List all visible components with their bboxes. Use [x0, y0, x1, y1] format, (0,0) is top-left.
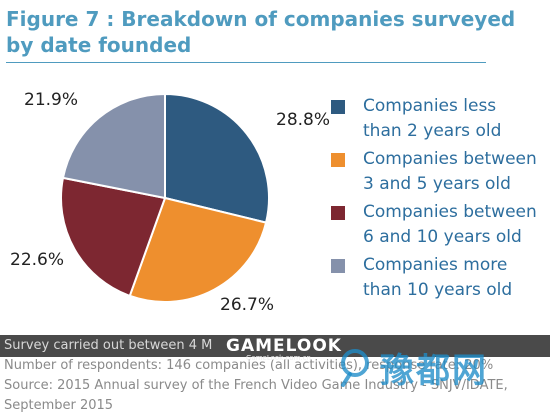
slice-label-0: 28.8% — [276, 110, 331, 130]
legend-label-0: Companies less than 2 years old — [363, 94, 550, 144]
pie-slice-3 — [61, 92, 166, 200]
legend-label-3-line1: Companies more — [363, 255, 508, 275]
footer-survey-dates: Survey carried out between 4 M — [4, 338, 213, 353]
legend-label-3: Companies more than 10 years old — [363, 253, 550, 303]
chart-footer: Survey carried out between 4 M Number of… — [0, 335, 550, 417]
legend-label-2: Companies between 6 and 10 years old — [363, 200, 550, 250]
legend-swatch-1 — [331, 153, 345, 167]
slice-label-3: 21.9% — [24, 90, 79, 110]
slice-label-1: 26.7% — [220, 295, 275, 315]
legend-swatch-0 — [331, 100, 345, 114]
legend-label-1: Companies between 3 and 5 years old — [363, 147, 550, 197]
title-underline — [6, 62, 486, 63]
chart-title: Figure 7 : Breakdown of companies survey… — [6, 7, 516, 57]
magnifier-icon — [341, 349, 369, 387]
legend-label-0-line2: than 2 years old — [363, 121, 502, 141]
footer-source: Source: 2015 Annual survey of the French… — [4, 378, 508, 393]
legend-label-3-line2: than 10 years old — [363, 280, 513, 300]
pie-slice-0 — [164, 92, 270, 224]
legend-label-1-line2: 3 and 5 years old — [363, 174, 511, 194]
watermark-cn: 豫都网 — [380, 351, 488, 391]
legend-label-2-line1: Companies between — [363, 202, 537, 222]
pie-chart — [60, 92, 270, 303]
footer-respondents: Number of respondents: 146 companies (al… — [4, 358, 494, 373]
legend-label-1-line1: Companies between — [363, 149, 537, 169]
footer-dark-band — [0, 335, 550, 357]
legend-swatch-3 — [331, 259, 345, 273]
pie-slice-1 — [128, 196, 268, 303]
watermark-sub: GameLook.com.cn — [246, 354, 311, 362]
footer-date: September 2015 — [4, 398, 114, 413]
slice-label-2: 22.6% — [10, 250, 65, 270]
watermark-logo: GAMELOOK — [226, 336, 342, 356]
legend-swatch-2 — [331, 206, 345, 220]
legend-label-2-line2: 6 and 10 years old — [363, 227, 522, 247]
pie-slice-2 — [60, 176, 167, 298]
legend-label-0-line1: Companies less — [363, 96, 497, 116]
